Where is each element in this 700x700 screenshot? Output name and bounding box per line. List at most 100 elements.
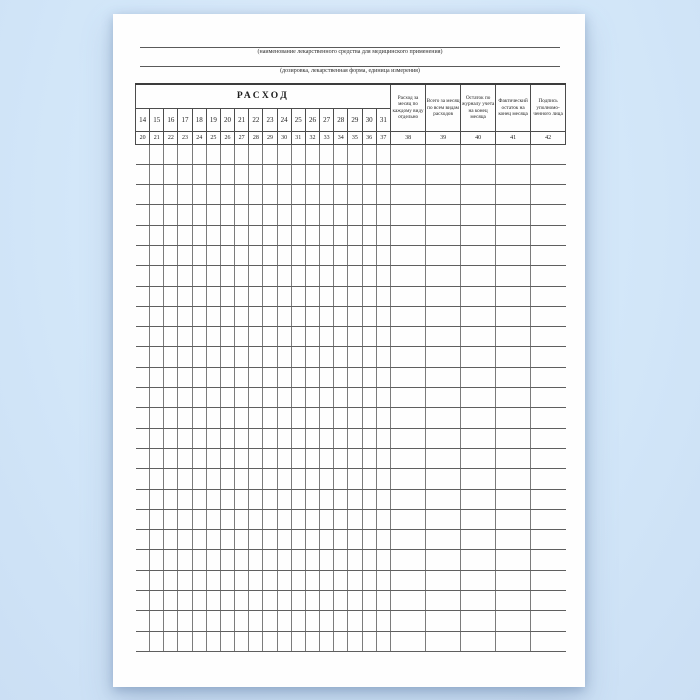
- grid-cell: [425, 305, 462, 328]
- grid-cell: [262, 630, 278, 653]
- grid-cell: [290, 326, 306, 348]
- grid-cell: [333, 569, 349, 592]
- grid-cell: [390, 387, 427, 409]
- grid-cell: [205, 305, 221, 328]
- grid-cell: [135, 447, 151, 470]
- day-number-cell: 20: [219, 107, 236, 132]
- grid-cell: [163, 468, 179, 490]
- grid-cell: [530, 366, 566, 389]
- grid-cell: [319, 326, 335, 348]
- grid-cell: [375, 529, 392, 551]
- grid-cell: [191, 549, 207, 571]
- grid-cell: [234, 630, 250, 653]
- grid-cell: [149, 305, 165, 328]
- grid-cell: [375, 285, 392, 307]
- grid-cell: [191, 508, 207, 531]
- grid-cell: [163, 285, 179, 307]
- grid-cell: [390, 163, 427, 186]
- grid-cell: [234, 163, 250, 186]
- grid-cell: [333, 163, 349, 186]
- grid-cell: [460, 590, 497, 612]
- grid-cell: [290, 204, 306, 226]
- grid-cell: [234, 529, 250, 551]
- grid-cell: [163, 569, 179, 592]
- grid-cell: [149, 326, 165, 348]
- grid-cell: [149, 569, 165, 592]
- grid-cell: [262, 244, 278, 267]
- day-number-cell: 29: [347, 107, 363, 132]
- grid-cell: [248, 407, 264, 429]
- grid-cell: [205, 204, 221, 226]
- grid-cell: [347, 508, 363, 531]
- grid-cell: [234, 569, 250, 592]
- grid-cell: [390, 407, 427, 429]
- grid-cell: [460, 630, 497, 653]
- grid-cell: [333, 265, 349, 287]
- grid-cell: [234, 407, 250, 429]
- table-row: [135, 204, 566, 226]
- grid-cell: [304, 326, 321, 348]
- grid-cell: [390, 366, 427, 389]
- table-row: [135, 265, 566, 287]
- grid-cell: [276, 569, 292, 592]
- grid-cell: [390, 549, 427, 571]
- column-code-cell: 21: [149, 130, 165, 145]
- grid-cell: [460, 610, 497, 632]
- grid-cell: [276, 630, 292, 653]
- grid-cell: [290, 610, 306, 632]
- grid-cell: [219, 163, 236, 186]
- grid-cell: [530, 529, 566, 551]
- grid-cell: [304, 610, 321, 632]
- grid-cell: [375, 569, 392, 592]
- column-code-cell: 23: [177, 130, 193, 145]
- grid-cell: [219, 366, 236, 389]
- grid-cell: [333, 447, 349, 470]
- grid-cell: [135, 305, 151, 328]
- grid-cell: [460, 549, 497, 571]
- grid-cell: [248, 427, 264, 449]
- grid-cell: [135, 488, 151, 510]
- grid-cell: [347, 366, 363, 389]
- grid-cell: [191, 163, 207, 186]
- grid-cell: [460, 305, 497, 328]
- grid-cell: [276, 468, 292, 490]
- grid-cell: [205, 143, 221, 165]
- grid-cell: [319, 204, 335, 226]
- grid-cell: [347, 265, 363, 287]
- grid-cell: [163, 163, 179, 186]
- grid-cell: [375, 407, 392, 429]
- grid-cell: [319, 265, 335, 287]
- grid-cell: [262, 285, 278, 307]
- grid-cell: [149, 630, 165, 653]
- day-number-cell: 14: [134, 107, 151, 132]
- grid-cell: [248, 265, 264, 287]
- grid-cell: [495, 204, 532, 226]
- grid-cell: [495, 468, 532, 490]
- grid-cell: [375, 447, 392, 470]
- grid-cell: [135, 346, 151, 368]
- grid-cell: [319, 224, 335, 246]
- grid-cell: [149, 224, 165, 246]
- grid-cell: [375, 346, 392, 368]
- column-code-cell: 27: [234, 130, 250, 145]
- grid-cell: [390, 488, 427, 510]
- grid-cell: [347, 326, 363, 348]
- grid-cell: [425, 569, 462, 592]
- grid-cell: [425, 163, 462, 186]
- grid-cell: [135, 143, 151, 165]
- grid-cell: [347, 610, 363, 632]
- grid-cell: [234, 447, 250, 470]
- grid-cell: [219, 630, 236, 653]
- grid-cell: [149, 529, 165, 551]
- grid-cell: [304, 569, 321, 592]
- grid-cell: [163, 488, 179, 510]
- grid-cell: [460, 346, 497, 368]
- grid-cell: [375, 387, 392, 409]
- grid-cell: [425, 366, 462, 389]
- grid-cell: [177, 529, 193, 551]
- grid-cell: [530, 204, 566, 226]
- grid-cell: [135, 366, 151, 389]
- grid-cell: [390, 305, 427, 328]
- grid-cell: [219, 569, 236, 592]
- grid-cell: [135, 265, 151, 287]
